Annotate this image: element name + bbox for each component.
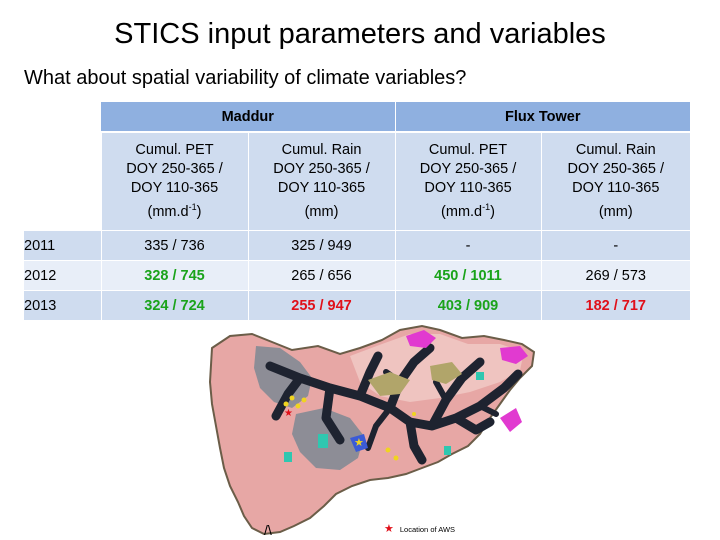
header-line: Cumul. PET — [428, 142, 508, 159]
yellow-dot — [393, 455, 399, 461]
header-line: Cumul. Rain — [575, 142, 656, 159]
table-row: 2012 328 / 745 265 / 656 450 / 1011 269 … — [24, 260, 691, 291]
table-corner — [24, 102, 101, 132]
slide-subtitle: What about spatial variability of climat… — [24, 67, 467, 89]
magenta-zone — [500, 408, 522, 432]
grey-zone — [254, 346, 312, 408]
table-row: 2011 335 / 736 325 / 949 - - — [24, 230, 691, 261]
value-cell: 182 / 717 — [540, 290, 691, 320]
header-line: DOY 110-365 — [130, 180, 219, 197]
blue-patch — [350, 434, 368, 452]
drainage-network — [265, 343, 523, 465]
watershed-map-graphic: ★ ★ — [208, 324, 536, 536]
value-cell: 325 / 949 — [247, 230, 396, 261]
table-corner-2 — [24, 132, 101, 231]
north-arrow-icon: /\ — [264, 522, 272, 538]
climate-table: Maddur Flux Tower Cumul. PET DOY 250-365… — [24, 102, 691, 320]
header-line: DOY 110-365 — [277, 180, 366, 197]
value-cell: - — [394, 230, 542, 261]
column-header: Cumul. Rain DOY 250-365 / DOY 110-365 (m… — [540, 131, 691, 231]
year-cell: 2011 — [24, 230, 101, 261]
yellow-dot — [412, 412, 416, 416]
header-line: DOY 250-365 / — [567, 161, 664, 178]
value-cell: 265 / 656 — [247, 260, 396, 291]
drainage-network — [365, 369, 499, 451]
slide-title: STICS input parameters and variables — [114, 18, 606, 50]
legend-label: Location of AWS — [399, 524, 456, 534]
header-line: DOY 250-365 / — [419, 161, 517, 178]
star-icon: ★ — [384, 523, 394, 535]
value-cell: 403 / 909 — [394, 290, 542, 320]
teal-patch — [284, 452, 292, 462]
header-line: DOY 250-365 / — [126, 161, 223, 178]
value-cell: 328 / 745 — [100, 260, 248, 291]
value-cell: 255 / 947 — [247, 290, 396, 320]
teal-patch — [444, 446, 451, 455]
aws-star-icon: ★ — [354, 437, 364, 449]
header-line: Cumul. Rain — [281, 142, 362, 159]
yellow-dot — [289, 395, 295, 401]
group-header-flux-tower: Flux Tower — [394, 102, 691, 132]
value-cell: 269 / 573 — [540, 260, 691, 291]
value-cell: 324 / 724 — [100, 290, 248, 320]
year-cell: 2013 — [24, 290, 101, 320]
header-unit: (mm) — [598, 203, 633, 220]
header-line: DOY 110-365 — [424, 180, 512, 197]
watershed-map: ★ ★ — [200, 322, 550, 540]
aws-star-icon: ★ — [284, 408, 293, 419]
group-header-maddur: Maddur — [101, 102, 396, 132]
yellow-dot — [295, 403, 301, 409]
value-cell: 335 / 736 — [100, 230, 248, 261]
yellow-dot — [283, 401, 289, 407]
column-header: Cumul. PET DOY 250-365 / DOY 110-365 (mm… — [394, 131, 542, 231]
year-cell: 2012 — [24, 260, 101, 291]
header-line: DOY 250-365 / — [273, 161, 370, 178]
column-header: Cumul. PET DOY 250-365 / DOY 110-365 (mm… — [100, 131, 248, 231]
olive-zone — [368, 372, 410, 396]
header-unit: (mm) — [304, 203, 339, 220]
magenta-zone — [500, 346, 528, 364]
header-line: DOY 110-365 — [572, 180, 660, 197]
column-header: Cumul. Rain DOY 250-365 / DOY 110-365 (m… — [247, 131, 396, 231]
teal-patch — [318, 434, 328, 448]
magenta-zone — [406, 330, 436, 348]
header-line: Cumul. PET — [135, 142, 214, 159]
yellow-dot — [301, 397, 307, 403]
value-cell: 450 / 1011 — [394, 260, 542, 291]
olive-zone — [430, 362, 462, 384]
yellow-dot — [385, 447, 391, 453]
header-unit: (mm.d-1) — [147, 202, 202, 220]
teal-patch — [476, 372, 484, 380]
header-unit: (mm.d-1) — [441, 202, 495, 220]
table-row: 2013 324 / 724 255 / 947 403 / 909 182 /… — [24, 290, 691, 320]
value-cell: - — [540, 230, 691, 261]
map-legend: ★ Location of AWS — [384, 523, 456, 535]
